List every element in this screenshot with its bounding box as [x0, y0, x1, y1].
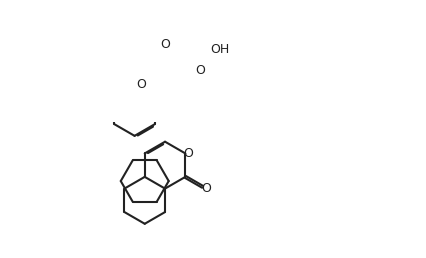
Text: O: O	[201, 182, 211, 195]
Text: O: O	[160, 38, 170, 51]
Text: O: O	[195, 64, 205, 77]
Text: O: O	[136, 78, 146, 91]
Text: OH: OH	[210, 43, 230, 56]
Text: O: O	[183, 147, 193, 160]
